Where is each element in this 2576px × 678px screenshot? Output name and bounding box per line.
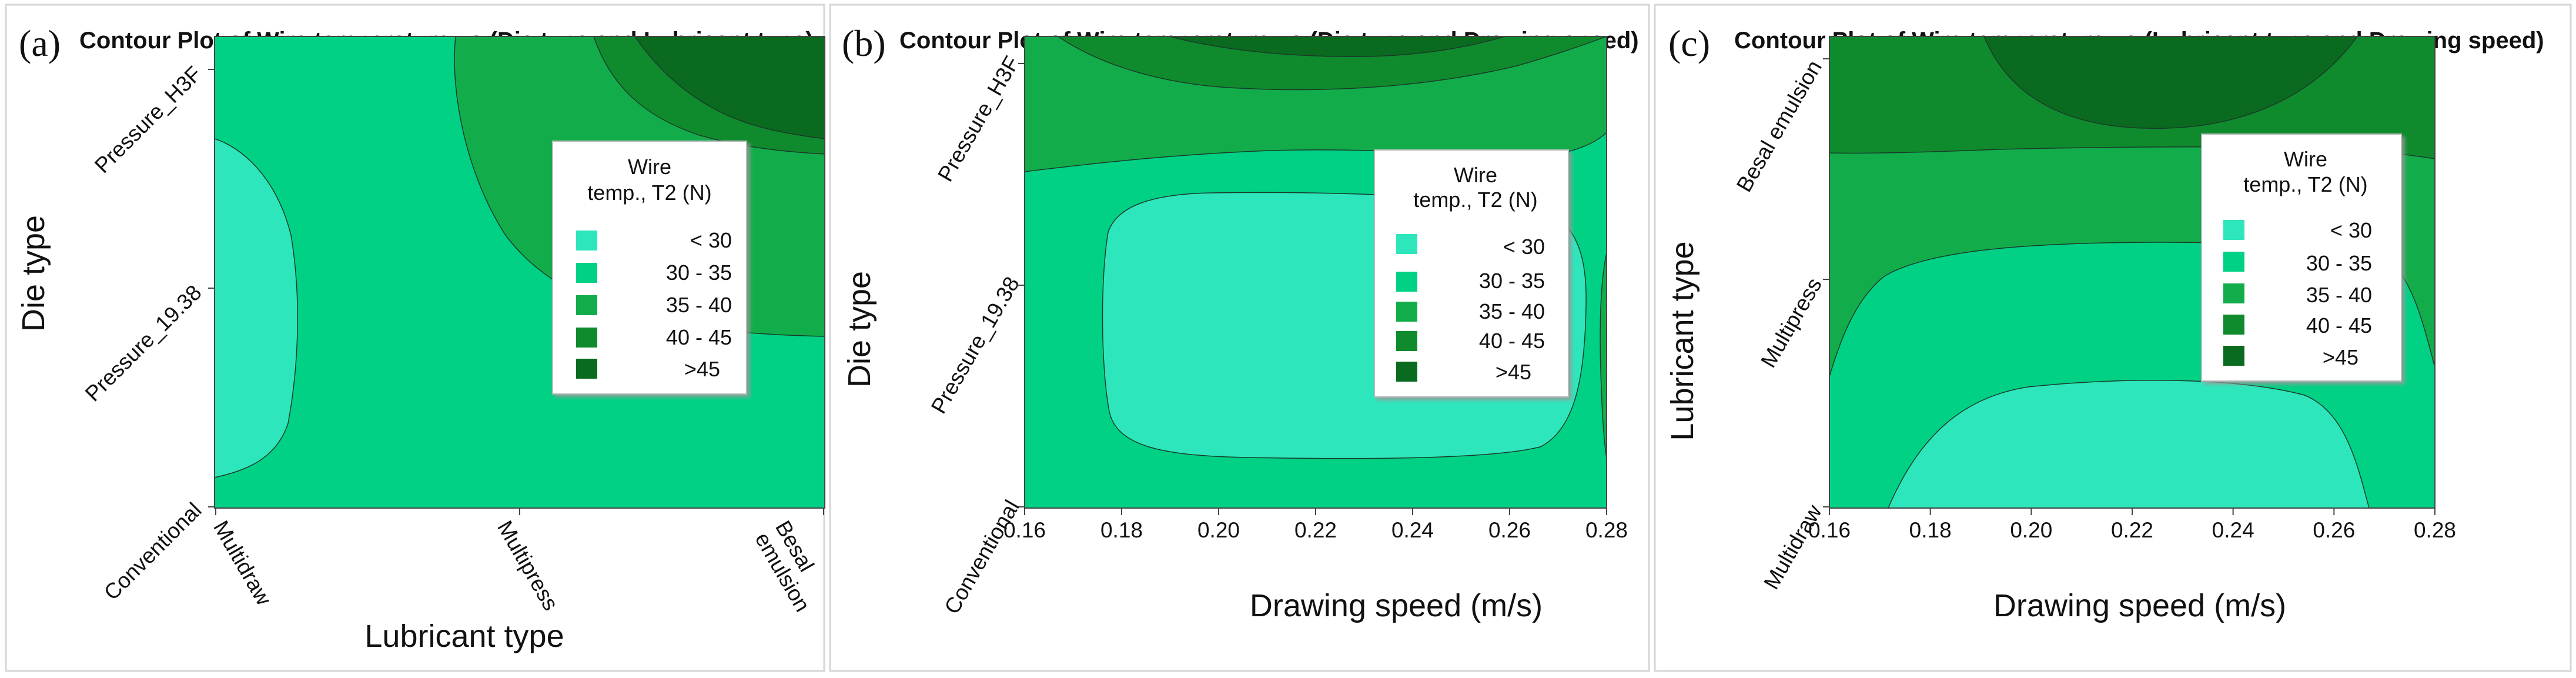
panel-c-legend-swatch-3	[2223, 315, 2244, 335]
panel-b-legend-title-1: Wire	[1454, 163, 1497, 187]
panel-c-ylabel: Lubricant type	[1665, 241, 1700, 440]
panel-b-legend-label-3: 40 - 45	[1479, 329, 1545, 353]
panel-b-xticks: 0.16 0.18 0.20 0.22 0.24 0.26 0.28	[1003, 508, 1628, 542]
panel-c-xticks: 0.16 0.18 0.20 0.22 0.24 0.26 0.28	[1808, 508, 2456, 542]
panel-b-legend: Wire temp., T2 (N) < 30 30 - 35 35 - 40 …	[1374, 149, 1569, 398]
panel-a-legend-swatch-2	[576, 295, 597, 315]
panel-a-ylabel: Die type	[16, 215, 51, 332]
panel-c-xlabel: Drawing speed (m/s)	[1993, 588, 2286, 623]
panel-a-region-lt30	[215, 138, 298, 478]
panel-b-region-right-edge-35-40	[1600, 252, 1607, 459]
panel-c-legend-label-1: 30 - 35	[2306, 251, 2372, 275]
panel-c-legend-swatch-4	[2223, 346, 2244, 366]
panel-b-ylabel: Die type	[842, 271, 877, 388]
panel-a-legend-label-4: >45	[684, 357, 720, 381]
panel-c-xtick-label-5: 0.26	[2313, 518, 2355, 542]
panel-c-legend: Wire temp., T2 (N) < 30 30 - 35 35 - 40 …	[2201, 133, 2402, 382]
panel-b-legend-label-1: 30 - 35	[1479, 269, 1545, 293]
panel-a-legend-label-3: 40 - 45	[666, 325, 732, 349]
panel-a-legend-label-0: < 30	[690, 228, 732, 252]
panel-b-region-gt45	[1169, 36, 1506, 57]
panel-c-label: (c)	[1668, 22, 1710, 64]
panel-b-region-40-45	[1057, 36, 1607, 91]
panel-a-region-gt45	[634, 36, 825, 139]
panel-a-legend-label-1: 30 - 35	[666, 260, 732, 285]
panel-c-legend-label-0: < 30	[2330, 218, 2372, 242]
panel-c-legend-swatch-1	[2223, 252, 2244, 272]
panel-c-plot-area	[1829, 36, 2435, 508]
panel-b-xtick-label-4: 0.24	[1391, 518, 1434, 542]
panel-c-legend-title-1: Wire	[2284, 147, 2327, 171]
panel-b-xtick-label-1: 0.18	[1100, 518, 1143, 542]
panel-a-xlabel: Lubricant type	[364, 619, 564, 654]
panel-b-legend-swatch-2	[1396, 302, 1417, 322]
panel-b-xtick-label-6: 0.28	[1585, 518, 1628, 542]
panel-a-label: (a)	[19, 22, 61, 64]
panel-b-xtick-label-3: 0.22	[1294, 518, 1337, 542]
panel-c-legend-label-2: 35 - 40	[2306, 283, 2372, 307]
panel-a-legend-title-1: Wire	[628, 155, 671, 179]
panel-b-xtick-label-0: 0.16	[1003, 518, 1046, 542]
panel-c-xtick-label-4: 0.24	[2212, 518, 2254, 542]
panel-c-legend-title-2: temp., T2 (N)	[2243, 172, 2367, 196]
panel-c-xtick-label-0: 0.16	[1808, 518, 1851, 542]
panel-c-xtick-label-3: 0.22	[2111, 518, 2153, 542]
panel-a-legend: Wire temp., T2 (N) < 30 30 - 35 35 - 40 …	[552, 141, 747, 395]
panel-b-legend-label-0: < 30	[1503, 235, 1545, 259]
panel-b-legend-swatch-3	[1396, 331, 1417, 351]
panel-c-legend-label-3: 40 - 45	[2306, 313, 2372, 338]
panel-a-legend-title-2: temp., T2 (N)	[587, 181, 711, 205]
panel-b-legend-label-4: >45	[1496, 360, 1531, 384]
panel-c-region-gt45	[1983, 36, 2358, 129]
panel-a-legend-swatch-3	[576, 328, 597, 348]
panel-b-legend-swatch-4	[1396, 362, 1417, 382]
panel-a-legend-swatch-1	[576, 263, 597, 283]
panel-b-xtick-label-2: 0.20	[1197, 518, 1240, 542]
panel-b-legend-title-2: temp., T2 (N)	[1413, 188, 1537, 212]
panel-b-xlabel: Drawing speed (m/s)	[1250, 588, 1543, 623]
panel-c-xtick-label-1: 0.18	[1909, 518, 1952, 542]
panel-a-legend-label-2: 35 - 40	[666, 293, 732, 317]
panel-c-legend-swatch-0	[2223, 220, 2244, 240]
panel-b-legend-swatch-1	[1396, 272, 1417, 292]
panel-b-legend-label-2: 35 - 40	[1479, 299, 1545, 323]
panel-c-xtick-label-6: 0.28	[2414, 518, 2456, 542]
panel-b-legend-swatch-0	[1396, 234, 1417, 254]
panel-c-legend-label-4: >45	[2323, 345, 2358, 369]
panel-a-legend-swatch-4	[576, 359, 597, 379]
panel-c-legend-swatch-2	[2223, 283, 2244, 303]
panel-a-legend-swatch-0	[576, 231, 597, 251]
panel-b-xtick-label-5: 0.26	[1488, 518, 1531, 542]
panel-c-xtick-label-2: 0.20	[2010, 518, 2052, 542]
panel-c-region-lt30	[1888, 379, 2370, 508]
panel-b-label: (b)	[842, 22, 886, 64]
